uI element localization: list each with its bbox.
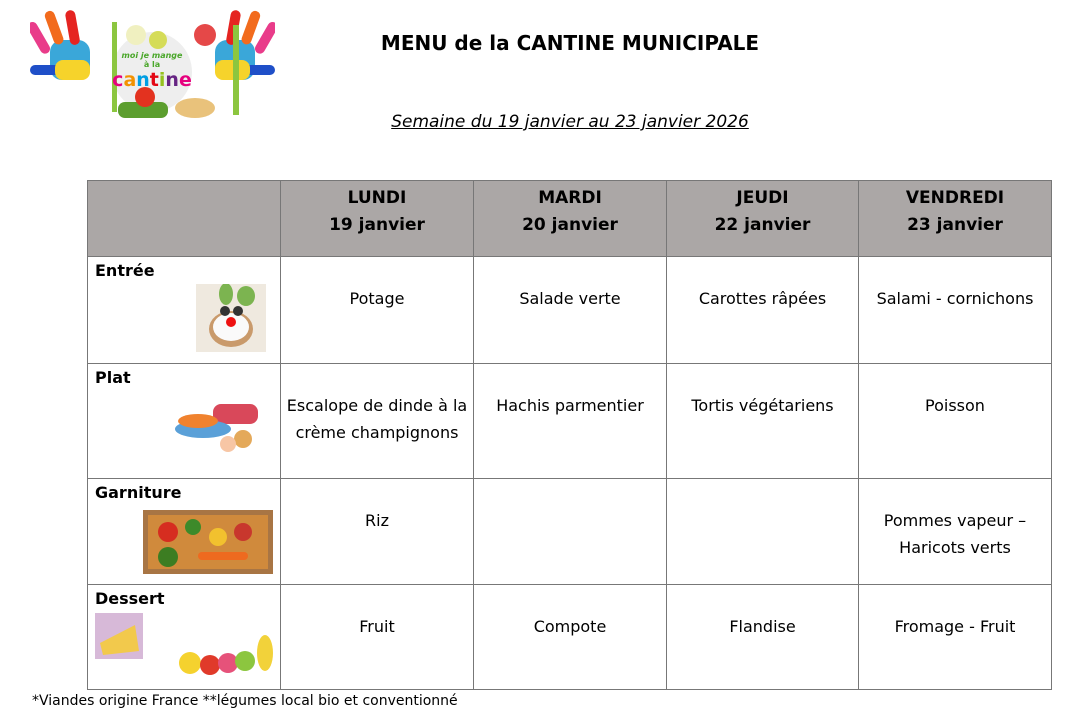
category-cell: Plat (87, 363, 281, 479)
footnote: *Viandes origine France **légumes local … (32, 693, 458, 709)
table-row: Garniture Riz Pommes vapeur – Haricots v… (87, 478, 1052, 585)
menu-cell (666, 478, 859, 585)
day-date: 23 janvier (907, 215, 1003, 235)
cheese-fruit-image (95, 613, 273, 675)
menu-cell: Pommes vapeur – Haricots verts (858, 478, 1052, 585)
category-cell: Garniture (87, 478, 281, 585)
left-hand-icon (30, 10, 90, 80)
menu-cell: Riz (280, 478, 474, 585)
day-name: LUNDI (347, 188, 407, 208)
day-header: LUNDI 19 janvier (280, 180, 474, 257)
menu-cell (473, 478, 667, 585)
corner-cell (87, 180, 281, 257)
svg-text:à la: à la (144, 60, 160, 69)
menu-cell: Potage (280, 256, 474, 364)
day-header: MARDI 20 janvier (473, 180, 667, 257)
day-date: 22 janvier (714, 215, 811, 235)
meat-fish-image (175, 404, 258, 452)
menu-cell: Compote (473, 584, 667, 690)
day-name: VENDREDI (905, 188, 1005, 208)
vegetable-crate-image (143, 510, 273, 574)
category-label: Entrée (95, 261, 155, 280)
day-name: JEUDI (736, 188, 789, 208)
svg-text:moi je mange: moi je mange (122, 51, 183, 60)
menu-cell: Tortis végétariens (666, 363, 859, 479)
menu-cell: Hachis parmentier (473, 363, 667, 479)
menu-cell: Carottes râpées (666, 256, 859, 364)
rabbit-toast-image (196, 284, 266, 352)
header-row: LUNDI 19 janvier MARDI 20 janvier JEUDI 22 … (87, 180, 1052, 257)
day-header: VENDREDI 23 janvier (858, 180, 1052, 257)
day-header: JEUDI 22 janvier (666, 180, 859, 257)
table-row: Entrée Potage Salade verte Carottes râpé… (87, 256, 1052, 364)
menu-table: LUNDI 19 janvier MARDI 20 janvier JEUDI 22 … (87, 180, 1052, 690)
day-name: MARDI (538, 188, 602, 208)
menu-cell: Salami - cornichons (858, 256, 1052, 364)
category-label: Plat (95, 368, 131, 387)
week-subtitle: Semaine du 19 janvier au 23 janvier 2026 (391, 112, 749, 132)
right-hand-icon (215, 10, 275, 80)
day-date: 19 janvier (329, 215, 425, 235)
menu-cell: Fromage - Fruit (858, 584, 1052, 690)
category-cell: Dessert (87, 584, 281, 690)
category-label: Dessert (95, 589, 165, 608)
menu-cell: Salade verte (473, 256, 667, 364)
menu-cell: Poisson (858, 363, 1052, 479)
table-row: Dessert Fruit Compote Flandise Fromage -… (87, 584, 1052, 690)
svg-text:cantine: cantine (112, 69, 192, 91)
category-label: Garniture (95, 483, 182, 502)
cantine-logo: moi je mange à la cantine (30, 10, 275, 118)
page-title: MENU de la CANTINE MUNICIPALE (380, 31, 760, 55)
category-cell: Entrée (87, 256, 281, 364)
menu-cell: Fruit (280, 584, 474, 690)
menu-cell: Escalope de dinde à la crème champignons (280, 363, 474, 479)
day-date: 20 janvier (522, 215, 618, 235)
table-row: Plat Escalope de dinde à la crème champi… (87, 363, 1052, 479)
menu-cell: Flandise (666, 584, 859, 690)
